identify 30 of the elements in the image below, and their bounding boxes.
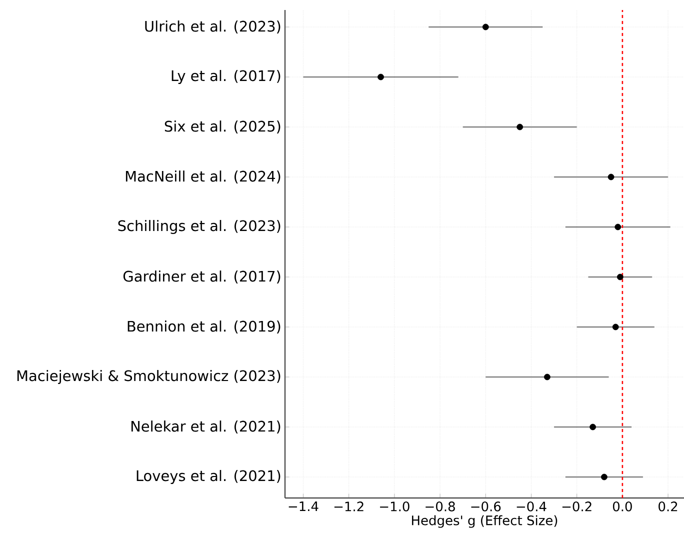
y-tick-label: Maciejewski & Smoktunowicz (2023) [17,370,280,384]
y-tick-label: Gardiner et al. (2017) [123,270,280,284]
y-tick-label: Six et al. (2025) [164,120,280,134]
point [516,124,524,130]
x-tick-label: −0.6 [471,502,501,512]
point [616,274,624,280]
y-tick-label: Nelekar et al. (2021) [131,420,280,434]
x-tick-label: −1.2 [334,502,364,512]
y-tick-label: Bennion et al. (2019) [128,320,280,334]
x-axis-title: Hedges' g (Effect Size) [412,515,558,528]
x-tick-label: 0.2 [658,502,678,512]
y-tick-label: Schillings et al. (2023) [118,220,280,234]
point [612,324,619,330]
x-tick-label: −1.4 [288,502,318,512]
point [614,224,622,230]
y-tick-label: MacNeill et al. (2024) [126,170,280,184]
y-tick-label: Ulrich et al. (2023) [145,20,280,34]
x-tick-label: −0.8 [426,502,455,512]
point [601,474,608,480]
x-tick-label: 0.0 [612,502,632,512]
y-tick-label: Loveys et al. (2021) [136,470,280,484]
x-tick-label: −0.2 [562,502,592,512]
point [590,424,596,430]
y-tick-label: Ly et al. (2017) [172,70,280,84]
point [544,374,550,380]
point [378,74,384,80]
point [608,174,614,180]
x-tick-label: −0.4 [516,502,546,512]
x-tick-label: −1.0 [380,502,410,512]
point [482,24,489,30]
